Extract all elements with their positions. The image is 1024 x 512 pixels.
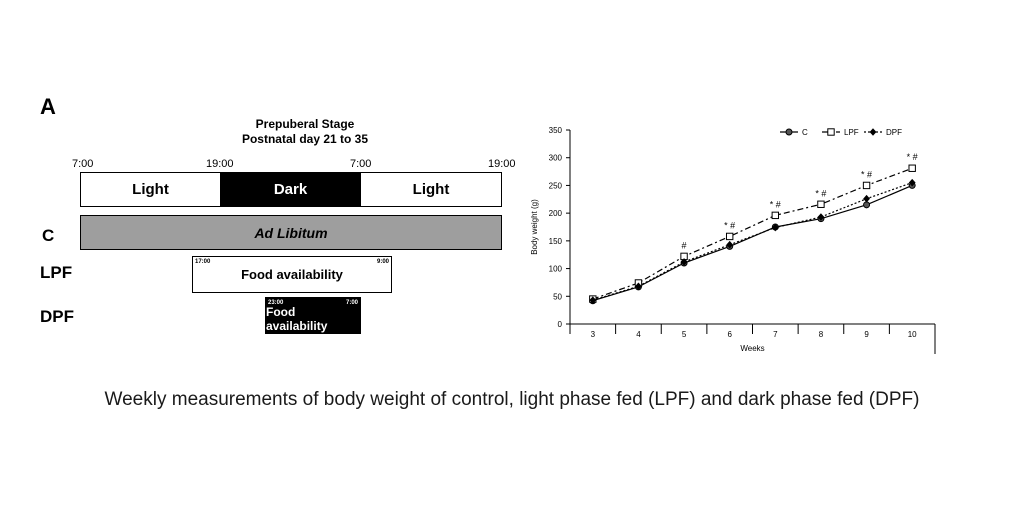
data-point <box>908 164 916 172</box>
data-point <box>817 200 825 208</box>
time-label: 7:00 <box>350 158 372 170</box>
x-tick-label: 5 <box>682 330 687 339</box>
significance-label: * # <box>770 199 781 209</box>
x-tick-label: 8 <box>819 330 824 339</box>
legend-label: C <box>802 128 808 137</box>
data-point <box>817 213 825 221</box>
phase-label: Light <box>132 181 169 198</box>
x-tick-label: 9 <box>864 330 869 339</box>
x-tick-label: 7 <box>773 330 778 339</box>
light-phase-bar: Light <box>80 172 221 207</box>
x-tick-label: 3 <box>591 330 596 339</box>
data-point <box>863 194 870 203</box>
data-point <box>725 232 734 241</box>
lpf-food-bar: 17:00 9:00 Food availability <box>192 256 392 293</box>
time-label: 19:00 <box>206 158 234 170</box>
data-point <box>771 223 779 232</box>
legend-marker <box>785 128 793 136</box>
bar-label: Food availability <box>266 304 328 333</box>
row-label-dpf: DPF <box>40 307 74 326</box>
time-label: 9:00 <box>376 259 389 265</box>
time-label: 17:00 <box>195 259 211 265</box>
significance-label: * # <box>815 188 826 198</box>
data-point <box>726 240 734 249</box>
y-axis-label: Body weight (g) <box>530 199 539 255</box>
legend-label: DPF <box>886 128 902 137</box>
bar-label: Food availability <box>241 267 343 282</box>
time-label: 7:00 <box>72 158 94 170</box>
data-point <box>680 258 688 266</box>
ad-libitum-bar: Ad Libitum <box>80 215 502 250</box>
series-line <box>592 167 913 300</box>
x-tick-label: 4 <box>636 330 641 339</box>
time-label: 19:00 <box>488 158 516 170</box>
y-tick-label: 150 <box>549 237 563 246</box>
stage-subtitle: Postnatal day 21 to 35 <box>241 132 369 146</box>
data-point <box>863 201 871 209</box>
x-axis-label: Weeks <box>740 344 764 353</box>
time-label: 7:00 <box>345 300 358 306</box>
row-label-c: C <box>42 226 55 245</box>
panel-label: A <box>40 94 56 119</box>
data-point <box>862 181 871 190</box>
phase-label: Light <box>412 181 450 198</box>
significance-label: * # <box>724 220 735 230</box>
dpf-food-bar: 23:00 7:00 Food availability <box>265 297 361 334</box>
body-weight-chart: 0 50 100 150 200 250 300 350 3 4 5 6 7 8 9 10 Weeks Body … <box>530 126 936 354</box>
legend-label: LPF <box>844 128 859 137</box>
legend-marker <box>827 128 835 136</box>
y-tick-label: 300 <box>549 154 563 163</box>
stage-title: Prepuberal Stage <box>255 117 355 131</box>
light-phase-bar: Light <box>360 172 502 207</box>
y-tick-label: 50 <box>553 292 562 301</box>
data-point <box>771 211 780 220</box>
data-point <box>589 296 597 304</box>
dark-phase-bar: Dark <box>220 172 361 207</box>
series-line <box>592 182 913 301</box>
data-point <box>908 178 916 187</box>
x-tick-label: 10 <box>908 330 917 339</box>
y-tick-label: 100 <box>549 265 563 274</box>
time-label: 23:00 <box>268 300 284 306</box>
row-label-lpf: LPF <box>40 263 73 282</box>
figure-caption: Weekly measurements of body weight of co… <box>104 389 920 410</box>
bar-label: Ad Libitum <box>254 224 328 241</box>
significance-label: * # <box>907 152 918 162</box>
phase-label: Dark <box>273 181 308 198</box>
y-tick-label: 250 <box>549 181 563 190</box>
significance-label: * # <box>861 169 872 179</box>
legend-marker <box>869 128 877 136</box>
data-point <box>635 282 642 291</box>
y-tick-label: 0 <box>558 320 563 329</box>
x-tick-label: 6 <box>727 330 732 339</box>
y-tick-label: 350 <box>549 126 563 135</box>
y-tick-label: 200 <box>549 209 563 218</box>
significance-label: # <box>682 240 687 250</box>
